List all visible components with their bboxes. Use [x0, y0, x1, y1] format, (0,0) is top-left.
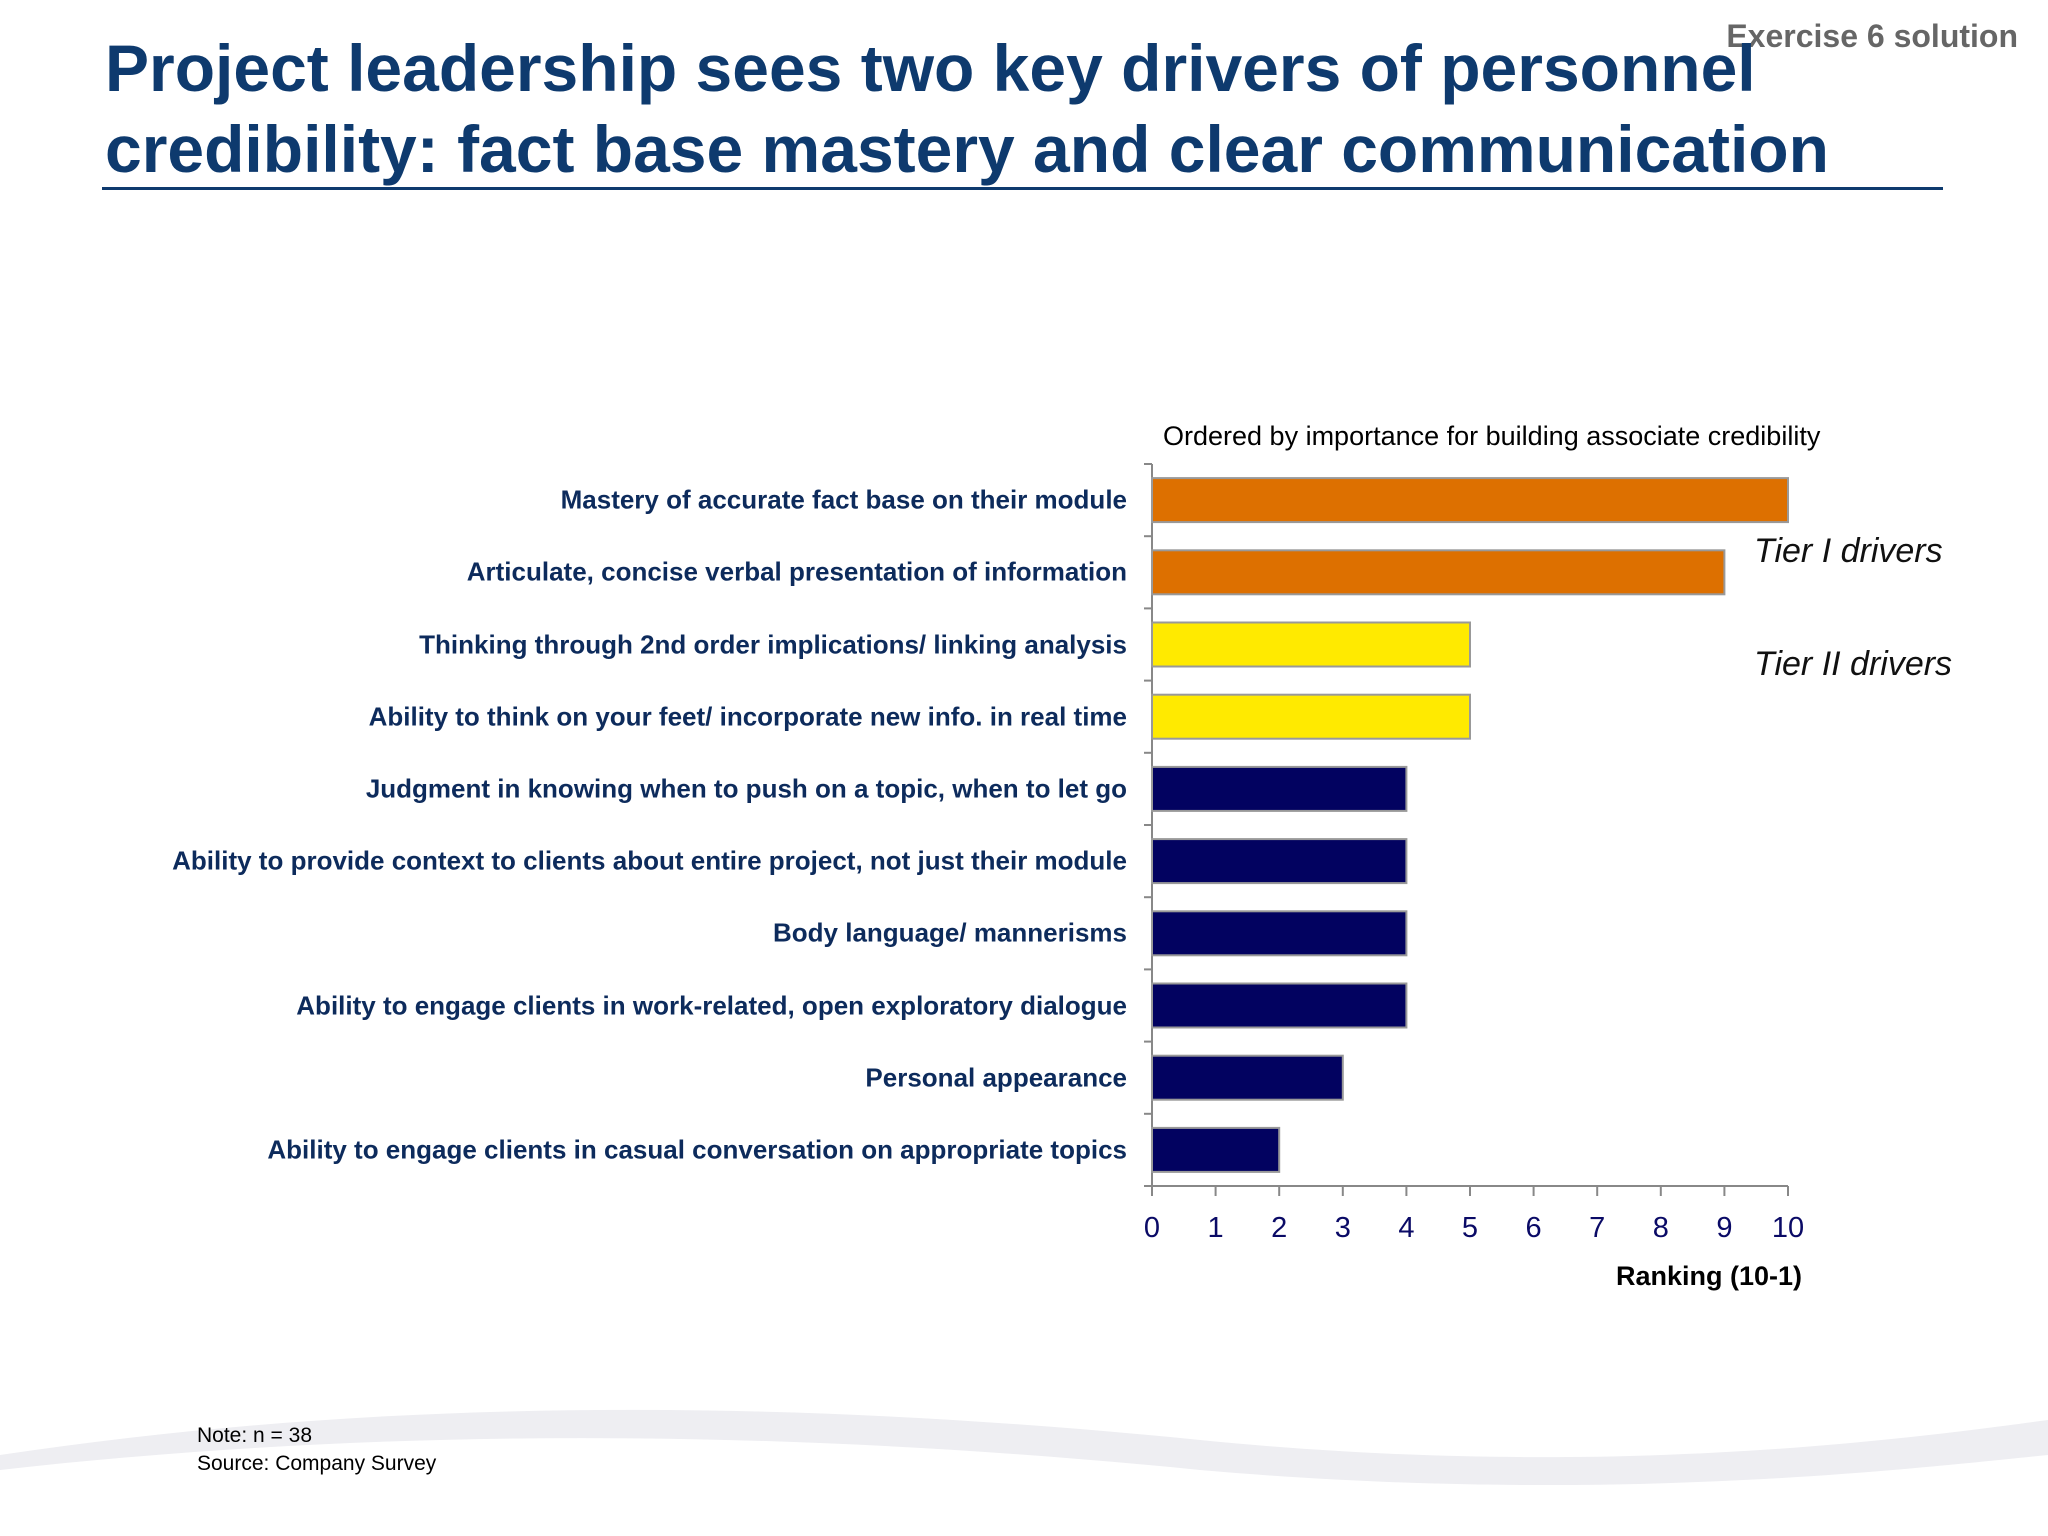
category-label: Ability to engage clients in work-relate…: [296, 990, 1127, 1020]
bar: [1151, 693, 1471, 740]
bar: [1151, 1126, 1281, 1173]
category-label: Ability to provide context to clients ab…: [172, 845, 1127, 876]
bar: [1151, 910, 1408, 957]
bar: [1151, 477, 1789, 524]
chart-subtitle: Ordered by importance for building assoc…: [1163, 421, 1821, 451]
page-title: Project leadership sees two key drivers …: [105, 31, 1829, 186]
x-tick-label: 10: [1771, 1212, 1805, 1244]
bar: [1151, 838, 1408, 885]
x-tick-label: 9: [1716, 1212, 1733, 1244]
exercise-label: Exercise 6 solution: [1726, 18, 2018, 54]
bar: [1151, 982, 1408, 1029]
x-tick-label: 5: [1461, 1212, 1479, 1244]
x-tick-label: 4: [1398, 1212, 1415, 1244]
x-tick-label: 8: [1652, 1212, 1669, 1244]
x-tick-label: 3: [1334, 1212, 1351, 1244]
x-tick-label: 2: [1271, 1212, 1288, 1244]
bar: [1151, 621, 1471, 668]
tier-1-annotation: Tier I drivers: [1754, 532, 1943, 570]
tier-2-annotation: Tier II drivers: [1754, 645, 1953, 683]
footnote: Note: n = 38: [197, 1424, 312, 1447]
x-axis-label: Ranking (10-1): [1615, 1261, 1802, 1291]
title-underline: [102, 187, 1943, 190]
category-label: Articulate, concise verbal presentation …: [466, 556, 1127, 587]
source-note: Source: Company Survey: [197, 1452, 437, 1475]
category-label: Mastery of accurate fact base on their m…: [560, 484, 1127, 515]
bar: [1151, 1054, 1344, 1101]
x-tick-label: 0: [1143, 1212, 1161, 1244]
bar: [1151, 549, 1726, 596]
x-tick-label: 7: [1589, 1212, 1606, 1244]
category-label: Personal appearance: [865, 1062, 1127, 1093]
category-label: Ability to engage clients in casual conv…: [267, 1134, 1127, 1165]
category-label: Ability to think on your feet/ incorpora…: [368, 701, 1127, 732]
category-label: Body language/ mannerisms: [773, 917, 1127, 948]
category-label: Judgment in knowing when to push on a to…: [365, 773, 1127, 804]
x-tick-label: 6: [1525, 1212, 1542, 1244]
category-label: Thinking through 2nd order implications/…: [419, 629, 1127, 659]
x-tick-label: 1: [1207, 1212, 1224, 1244]
bar: [1151, 765, 1408, 812]
